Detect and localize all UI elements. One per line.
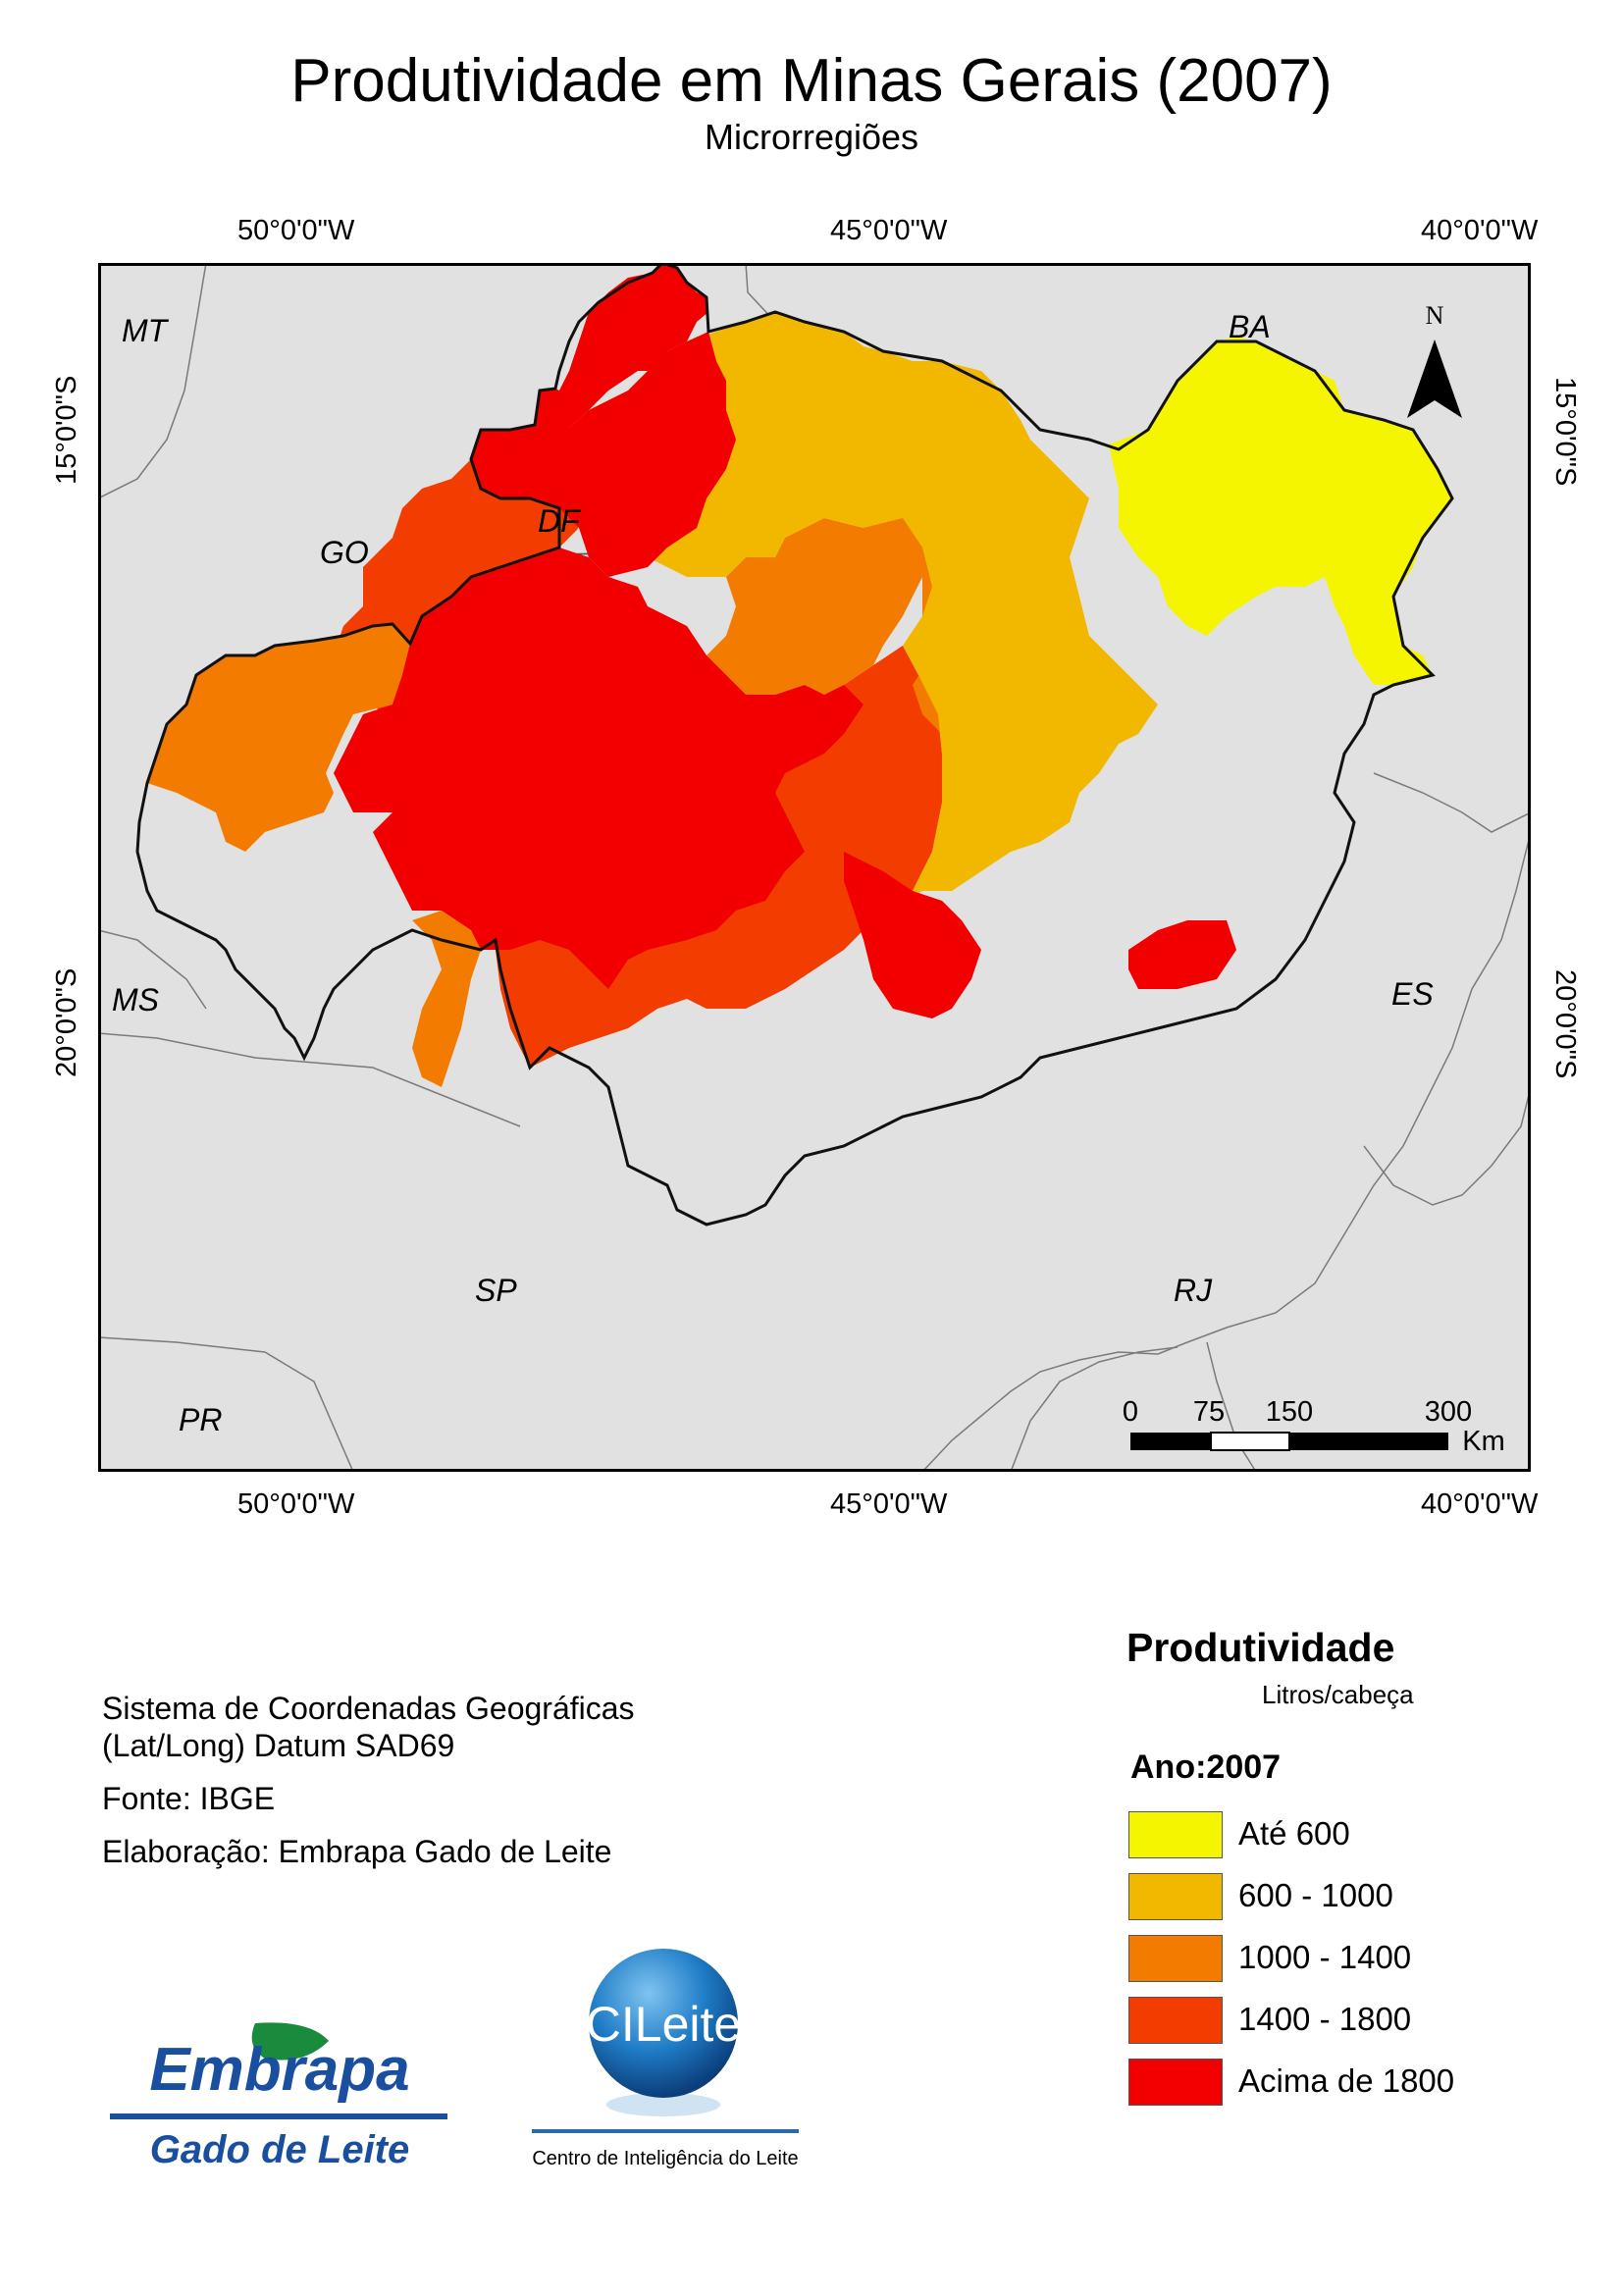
legend-swatch <box>1128 1997 1223 2044</box>
embrapa-logo-unit: Gado de Leite <box>150 2128 410 2171</box>
legend-swatch <box>1128 1935 1223 1982</box>
scale-bar: 0 75 150 300 Km <box>1123 1396 1505 1457</box>
legend-label: Até 600 <box>1238 1815 1350 1852</box>
region-class-acima-1800-south <box>844 852 981 1018</box>
lon-label-bottom-45: 45°0'0"W <box>830 1488 948 1520</box>
lon-label-bottom-50: 50°0'0"W <box>237 1488 355 1520</box>
state-borders <box>98 263 1531 1472</box>
legend-label: Acima de 1800 <box>1238 2062 1455 2099</box>
state-label-pr: PR <box>179 1402 222 1437</box>
region-class-acima-1800-top <box>550 263 708 428</box>
scale-segment-2 <box>1210 1432 1290 1451</box>
lon-label-top-40: 40°0'0"W <box>1421 215 1539 246</box>
scale-tick-300: 300 <box>1425 1396 1472 1428</box>
state-label-rj: RJ <box>1174 1273 1213 1308</box>
info-coords-line2: (Lat/Long) Datum SAD69 <box>102 1728 455 1763</box>
region-class-1000-1400-west <box>147 624 410 852</box>
scale-tick-150: 150 <box>1266 1396 1313 1428</box>
cileite-sphere-icon <box>589 1949 738 2098</box>
choropleth-map: MT GO DF BA MS ES SP RJ PR N 0 75 150 30… <box>98 263 1531 1472</box>
north-arrow: N <box>1407 301 1462 418</box>
scale-segment-3 <box>1289 1433 1448 1450</box>
legend-title: Produtividade <box>1126 1625 1395 1670</box>
scale-unit: Km <box>1462 1426 1505 1457</box>
region-class-ate-600 <box>1109 337 1452 685</box>
legend-label: 600 - 1000 <box>1238 1877 1393 1913</box>
legend-label: 1000 - 1400 <box>1238 1939 1412 1975</box>
state-label-ba: BA <box>1229 309 1271 344</box>
info-coords-line1: Sistema de Coordenadas Geográficas <box>102 1691 635 1726</box>
cileite-logo: CILeite Centro de Inteligência do Leite <box>532 1949 799 2169</box>
cileite-shadow <box>606 2093 720 2116</box>
info-author: Elaboração: Embrapa Gado de Leite <box>102 1834 612 1869</box>
lat-label-right-15: 15°0'0"S <box>1549 377 1581 487</box>
lon-label-top-45: 45°0'0"W <box>830 215 948 246</box>
north-arrow-icon <box>1407 339 1462 418</box>
state-label-mt: MT <box>122 313 170 348</box>
info-source: Fonte: IBGE <box>102 1781 276 1816</box>
legend-unit: Litros/cabeça <box>1262 1680 1414 1709</box>
scale-tick-75: 75 <box>1193 1396 1225 1428</box>
embrapa-divider <box>110 2113 447 2119</box>
lon-label-top-50: 50°0'0"W <box>237 215 355 246</box>
region-class-1000-1400-sw <box>412 911 481 1087</box>
north-arrow-label: N <box>1426 301 1444 330</box>
cileite-logo-caption: Centro de Inteligência do Leite <box>532 2148 798 2169</box>
minas-gerais <box>147 263 1452 1087</box>
legend-swatch <box>1128 1873 1223 1920</box>
state-label-sp: SP <box>475 1273 517 1308</box>
lat-label-left-15: 15°0'0"S <box>51 375 82 485</box>
legend-label: 1400 - 1800 <box>1238 2001 1412 2037</box>
lat-label-right-20: 20°0'0"S <box>1549 969 1581 1079</box>
embrapa-logo: Embrapa Gado de Leite <box>108 2011 451 2184</box>
state-label-go: GO <box>320 535 369 570</box>
region-class-1000-1400-east <box>667 518 922 704</box>
region-class-acima-1800-north <box>471 332 736 577</box>
map-frame <box>98 263 1531 1472</box>
region-class-acima-1800-se <box>1128 920 1236 989</box>
map-subtitle: Microrregiões <box>704 117 919 157</box>
legend-swatch <box>1128 1811 1223 1858</box>
cileite-logo-name: CILeite <box>586 1997 741 2052</box>
cileite-divider <box>532 2129 799 2133</box>
embrapa-logo-name: Embrapa <box>149 2036 409 2104</box>
legend-swatch <box>1128 2059 1223 2106</box>
scale-segment-1 <box>1130 1433 1211 1450</box>
state-label-df: DF <box>538 503 582 539</box>
minas-gerais-outline <box>135 263 1454 1226</box>
embrapa-leaf-icon <box>251 2022 329 2061</box>
legend-year: Ano:2007 <box>1130 1748 1282 1786</box>
coastline <box>921 831 1531 1472</box>
map-title: Produtividade em Minas Gerais (2007) <box>290 47 1333 115</box>
state-label-es: ES <box>1391 976 1434 1012</box>
state-labels: MT GO DF BA MS ES SP RJ PR <box>112 309 1434 1437</box>
scale-tick-0: 0 <box>1123 1396 1138 1428</box>
region-class-acima-1800-central <box>334 548 864 989</box>
lat-label-left-20: 20°0'0"S <box>51 967 82 1077</box>
state-label-ms: MS <box>112 982 159 1018</box>
lon-label-bottom-40: 40°0'0"W <box>1421 1488 1539 1520</box>
